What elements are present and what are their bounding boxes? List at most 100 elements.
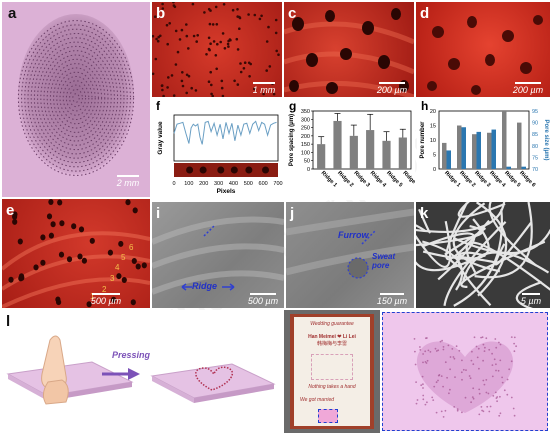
bar-pore-size-5 (521, 166, 526, 169)
panel-label-j: j (290, 205, 295, 222)
strip-pore-0 (186, 166, 194, 174)
y-tick-label-g-5: 250 (301, 126, 310, 132)
x-tick-label-f-4: 400 (229, 181, 238, 187)
scale-text-i: 500 µm (247, 296, 279, 306)
bar-g-1 (333, 120, 342, 169)
y-tick-label-h-4: 20 (430, 109, 436, 115)
fluorescence-image-d (427, 15, 543, 95)
panel-label-h: h (421, 99, 428, 113)
scale-text-d: 200 µm (512, 85, 544, 95)
scale-bar-i: 500 µm (244, 293, 282, 306)
y2-tick-label-h-4: 90 (532, 121, 538, 127)
scale-bar-a: 2 mm (110, 175, 146, 188)
pressing-label: Pressing (112, 350, 151, 360)
panel-b: b 1 mm (152, 2, 282, 97)
certificate-photo: Wedding guarantee Han Meimei ❤ Li Lei 韩梅… (284, 310, 380, 433)
sem-image-i (152, 216, 284, 295)
panel-l: l Pressing (2, 310, 282, 433)
certificate-heart-area (311, 354, 353, 380)
y-tick-label-h-1: 5 (433, 153, 436, 159)
y-axis-label-f: Gray value (157, 121, 164, 155)
strip-pore-2 (217, 166, 225, 174)
x-tick-label-f-3: 300 (214, 181, 223, 187)
category-label-g-0: Ridge 1 (320, 170, 338, 188)
panel-label-i: i (156, 205, 161, 222)
gray-value-chart: f 0 100 200 300 400 500 600 700 Pixels Gray value (156, 99, 283, 195)
ridge-number-5: 5 (121, 253, 126, 262)
bar-pore-number-5 (517, 122, 522, 169)
bar-pore-size-0 (446, 150, 451, 169)
fluorescence-image-c (284, 8, 414, 97)
panel-c: c 200 µm (284, 2, 414, 97)
category-label-g-1: Ridge 2 (336, 170, 354, 188)
panel-label-k: k (420, 205, 429, 222)
certificate-line1: Nothing takes a hand (308, 384, 356, 390)
panel-a: a 2 mm (2, 2, 150, 197)
panel-label-c: c (288, 5, 297, 22)
y-tick-label-g-2: 100 (301, 150, 310, 156)
y2-tick-label-h-3: 85 (532, 132, 538, 138)
panel-label-g: g (289, 99, 296, 113)
panel-label-f: f (156, 99, 161, 113)
certificate-names: Han Meimei ❤ Li Lei (308, 334, 356, 340)
y-tick-label-h-3: 15 (430, 124, 436, 130)
strip-pore-1 (199, 166, 207, 174)
sweat-pore-annotation: Sweat pore (372, 252, 396, 270)
plot-frame-h (438, 110, 530, 170)
bar-pore-size-3 (491, 129, 496, 169)
scale-text-e: 500 µm (90, 296, 122, 306)
ridge-number-2: 2 (102, 285, 107, 294)
panel-j: j Furrow Sweat pore 150 µm (286, 202, 414, 308)
y-tick-label-g-3: 150 (301, 142, 310, 148)
x-tick-label-f-7: 700 (273, 181, 282, 187)
x-tick-label-f-0: 0 (172, 181, 175, 187)
ridge-number-3: 3 (110, 274, 115, 283)
y2-axis-label-h: Pore size (μm) (543, 119, 549, 160)
panel-k: k 5 µm (416, 202, 550, 308)
strip-pore-3 (230, 166, 238, 174)
x-tick-label-f-6: 600 (259, 181, 268, 187)
y2-tick-label-h-2: 80 (532, 144, 538, 150)
y-axis-label-g: Pore spacing (μm) (289, 114, 295, 166)
certificate-chinese: 韩梅梅与李雷 (316, 341, 347, 347)
gray-value-line (173, 120, 277, 145)
panel-label-l: l (6, 313, 11, 330)
bar-pore-size-1 (461, 127, 466, 169)
scale-bar-j: 150 µm (372, 293, 412, 306)
category-label-g-2: Ridge 3 (352, 170, 370, 188)
pressing-schematic (6, 335, 276, 405)
y-tick-label-g-1: 50 (304, 159, 310, 165)
scale-text-k: 5 µm (520, 296, 542, 306)
bar-pore-number-1 (457, 125, 462, 169)
bar-g-5 (398, 137, 407, 169)
y2-tick-label-h-1: 75 (532, 155, 538, 161)
fluorescence-image-e (2, 199, 150, 308)
x-axis-label-f: Pixels (217, 188, 236, 195)
category-label-g-4: Ridge 5 (385, 170, 403, 188)
chart-f: f 0 100 200 300 400 500 600 700 Pixels Gray value (152, 99, 284, 200)
scale-bar-k: 5 µm (516, 293, 546, 306)
chart-g: g 0 50 100 150 200 250 300 350 Ridge 1 Ridge 2 Rid… (285, 99, 415, 200)
scale-text-j: 150 µm (376, 296, 408, 306)
bar-g-0 (317, 144, 326, 169)
fluorescence-image-b (152, 2, 280, 97)
sem-image-k (416, 202, 550, 308)
scale-bar-d: 200 µm (508, 82, 548, 95)
highlighted-print (318, 409, 338, 423)
scale-bar-b: 1 mm (248, 82, 280, 95)
bar-pore-size-2 (476, 131, 481, 169)
bar-pore-size-4 (506, 166, 511, 169)
y2-tick-label-h-0: 70 (532, 167, 538, 173)
certificate-frame: Wedding guarantee Han Meimei ❤ Li Lei 韩梅… (290, 314, 374, 429)
certificate-card: Wedding guarantee Han Meimei ❤ Li Lei 韩梅… (294, 317, 370, 426)
scale-text-b: 1 mm (252, 85, 276, 95)
image-strip-f (174, 163, 278, 177)
y-tick-label-g-7: 350 (301, 109, 310, 115)
y-tick-label-g-6: 300 (301, 117, 310, 123)
y-tick-label-h-0: 0 (433, 167, 436, 173)
y-tick-label-h-2: 10 (430, 138, 436, 144)
ridge-number-1: 1 (90, 292, 95, 301)
scale-text-a: 2 mm (116, 178, 140, 188)
